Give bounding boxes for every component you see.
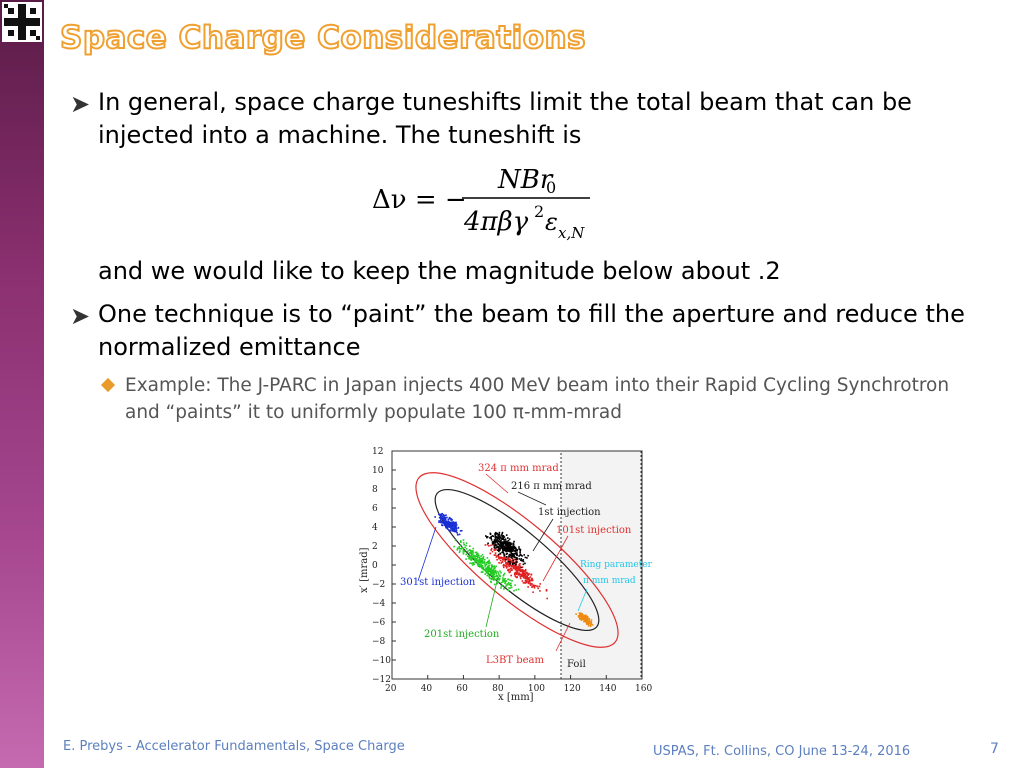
footer-center: USPAS, Ft. Collins, CO June 13-24, 2016 [653,744,911,759]
y-tick-label: 6 [372,504,378,514]
label-inner: 216 π mm mrad [511,481,592,492]
bullet-text-2: One technique is to “paint” the beam to … [98,300,965,361]
x-tick-label: 160 [635,684,652,694]
x-tick-label: 120 [564,684,581,694]
label-201: 201st injection [424,629,500,640]
label-foil: Foil [567,659,586,670]
sidebar-band [0,0,44,768]
y-tick-label: −4 [372,599,386,609]
bullet-continuation: and we would like to keep the magnitude … [98,257,781,285]
bullet-arrow-icon: ➤ [70,302,91,330]
x-tick-label: 140 [599,684,616,694]
label-301: 301st injection [400,577,476,588]
x-tick-label: 80 [492,684,504,694]
red-cloud [484,543,548,600]
label-first: 1st injection [538,507,601,518]
x-tick-label: 60 [456,684,468,694]
fermilab-logo [2,2,42,42]
y-tick-label: 4 [372,523,378,533]
y-tick-label: 0 [372,561,378,571]
diamond-bullet-icon [100,377,116,393]
formula-numerator-sub: 0 [546,178,556,197]
y-tick-label: −6 [372,618,386,628]
label-outer: 324 π mm mrad [478,463,559,474]
slide-title: Space Charge Considerations [59,19,587,57]
orange-cloud [575,612,594,627]
y-tick-label: −10 [372,656,391,666]
sub-bullet-text: Example: The J-PARC in Japan injects 400… [125,375,950,423]
bullet-text-1: In general, space charge tuneshifts limi… [98,88,912,149]
y-tick-label: 2 [372,542,378,552]
y-tick-label: −8 [372,637,386,647]
formula-denominator-sup: 2 [534,202,544,221]
formula-denominator-sub: x,N [558,224,585,242]
page-number: 7 [990,741,999,757]
formula-lhs: Δν = − [372,185,467,215]
formula-denominator: 4πβγ [463,207,529,237]
y-tick-label: 10 [372,466,384,476]
bullet-arrow-icon: ➤ [70,90,91,118]
tuneshift-formula: Δν = − NBr 0 4πβγ 2 ε x,N [370,160,610,250]
blue-cloud [434,512,463,536]
outer-ellipse [415,472,619,648]
label-ring1: Ring parameter [580,560,653,570]
label-101: 101st injection [556,525,632,536]
jparc-painting-figure: 324 π mm mrad 216 π mm mrad 1st injectio… [358,443,658,703]
x-axis-label: x [mm] [498,692,534,703]
footer-left: E. Prebys - Accelerator Fundamentals, Sp… [63,739,405,754]
green-cloud [453,539,520,592]
y-tick-label: −12 [372,675,391,685]
black-cloud [485,531,529,569]
y-tick-label: 8 [372,485,378,495]
label-ring2: π mm mrad [583,576,636,586]
x-tick-label: 100 [528,684,545,694]
y-tick-label: 12 [372,447,383,457]
x-tick-label: 40 [421,684,433,694]
y-axis-label: x′ [mrad] [359,547,370,593]
x-tick-label: 20 [385,684,397,694]
formula-numerator: NBr [497,165,554,195]
y-tick-label: −2 [372,580,385,590]
formula-epsilon: ε [545,208,558,236]
logo-icon [4,4,40,40]
label-l3bt: L3BT beam [486,655,544,666]
